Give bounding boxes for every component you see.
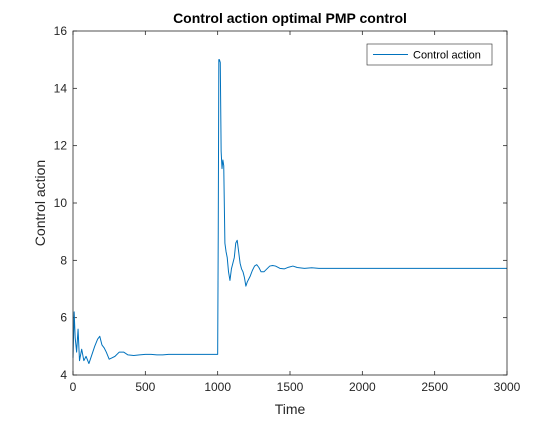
x-tick-label: 3000 (494, 380, 521, 394)
y-tick-label: 4 (60, 368, 67, 382)
plot-area (73, 31, 507, 375)
y-tick-label: 14 (54, 81, 68, 95)
series-line-control-action (72, 59, 507, 365)
series-group (72, 59, 507, 365)
y-axis-label: Control action (32, 160, 48, 246)
legend-box (366, 43, 493, 66)
y-tick-label: 12 (54, 139, 68, 153)
y-tick-label: 6 (60, 311, 67, 325)
x-tick-label: 1000 (204, 380, 231, 394)
x-tick-label: 1500 (277, 380, 304, 394)
y-tick-label: 10 (54, 196, 68, 210)
y-tick-label: 8 (60, 253, 67, 267)
y-axis-ticks: 4 6 8 10 12 14 16 (54, 24, 507, 382)
x-axis-ticks: 0 500 1000 1500 2000 2500 3000 (70, 31, 521, 394)
x-tick-label: 2500 (421, 380, 448, 394)
x-tick-label: 0 (70, 380, 77, 394)
legend: Control action (366, 43, 493, 66)
plot-box (72, 30, 508, 376)
x-axis-label: Time (275, 401, 306, 417)
x-tick-label: 2000 (349, 380, 376, 394)
chart-title: Control action optimal PMP control (173, 10, 407, 26)
legend-label-control-action: Control action (413, 50, 481, 62)
y-tick-label: 16 (54, 24, 68, 38)
x-tick-label: 500 (135, 380, 155, 394)
